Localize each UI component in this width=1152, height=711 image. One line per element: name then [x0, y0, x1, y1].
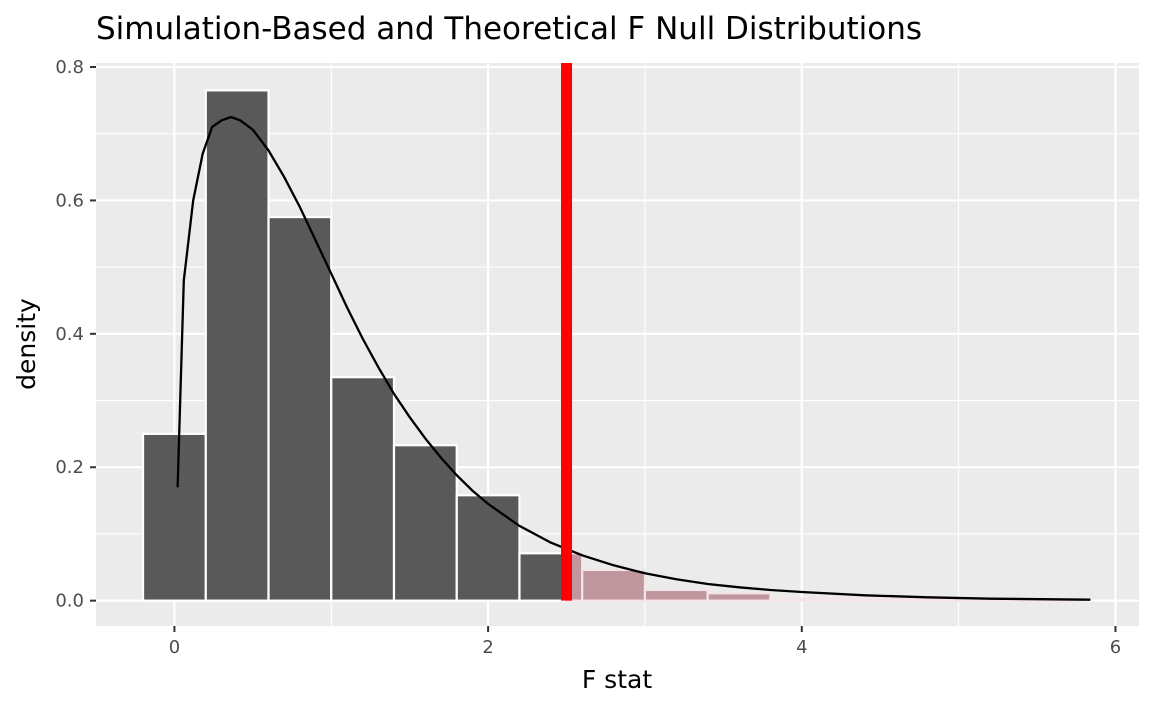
x-tick-label: 2 [482, 637, 493, 658]
histogram-bars [141, 89, 1086, 602]
histogram-bar-shaded [643, 588, 709, 602]
histogram-bar [392, 444, 458, 602]
y-tick-label: 0.4 [55, 324, 84, 345]
histogram-bar-shaded [832, 597, 897, 602]
histogram-bar [455, 494, 521, 602]
y-tick-label: 0.2 [55, 457, 84, 478]
grid-major [96, 63, 1139, 626]
histogram-bar-shaded [894, 597, 960, 602]
y-axis-title: density [12, 298, 41, 390]
histogram-bar-shaded [769, 597, 835, 602]
tick-labels: 0 2 4 6 0.0 0.2 0.4 0.6 0.8 [55, 57, 1121, 658]
histogram-bar-shaded [581, 568, 647, 602]
histogram-bar-shaded [706, 592, 772, 602]
x-tick-label: 0 [169, 637, 180, 658]
histogram-bar [204, 89, 270, 602]
y-tick-label: 0.8 [55, 57, 84, 78]
x-tick-label: 6 [1110, 637, 1121, 658]
y-tick-label: 0.6 [55, 190, 84, 211]
chart-title: Simulation-Based and Theoretical F Null … [96, 11, 922, 47]
histogram-bar [518, 552, 568, 602]
x-tick-label: 4 [796, 637, 807, 658]
axis-ticks [90, 66, 1117, 632]
theoretical-density-curve [176, 115, 1091, 601]
histogram-bar [330, 376, 396, 602]
x-axis-title: F stat [582, 665, 652, 694]
histogram-bar [267, 215, 333, 602]
histogram-bar [141, 432, 207, 602]
y-tick-label: 0.0 [55, 591, 84, 612]
